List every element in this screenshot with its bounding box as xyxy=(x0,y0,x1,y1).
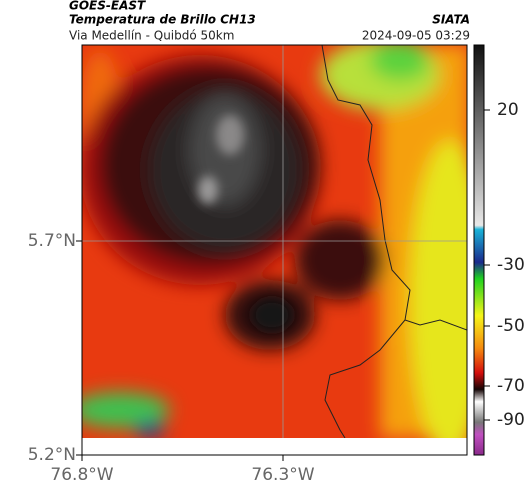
colorbar-tick-label: 20 xyxy=(497,100,519,120)
title: GOES-EAST xyxy=(69,0,146,13)
axis-labels: 5.7°N 5.2°N76.8°W 76.3°W 20 -30 -50 -70 -90 xyxy=(28,100,525,485)
colorbar-tick-label: -70 xyxy=(497,376,525,396)
colorbar-tick-label: -50 xyxy=(497,316,525,336)
lon-label: 76.8°W xyxy=(50,465,113,485)
datetime: 2024-09-05 03:29 xyxy=(362,29,470,43)
satellite-image xyxy=(82,45,467,438)
source: SIATA xyxy=(432,13,470,27)
lat-label: 5.7°N xyxy=(28,231,76,251)
colorbar-tick-label: -90 xyxy=(497,410,525,430)
location: Via Medellín - Quibdó 50km xyxy=(69,29,234,43)
subtitle: Temperatura de Brillo CH13 xyxy=(69,13,256,27)
colorbar-tick-label: -30 xyxy=(497,255,525,275)
lat-label: 5.2°N xyxy=(28,445,76,465)
colorbar xyxy=(473,44,485,456)
map-frame xyxy=(81,44,468,456)
lon-label: 76.3°W xyxy=(251,465,314,485)
